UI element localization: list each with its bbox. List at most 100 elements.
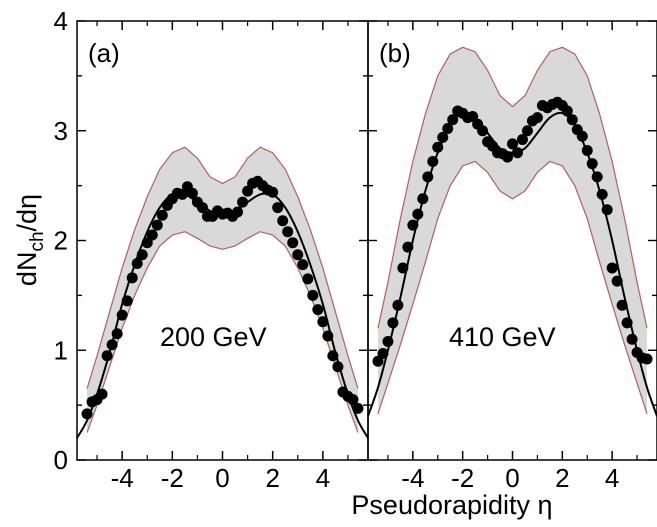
data-point-a: [322, 330, 334, 342]
y-tick-label: 1: [54, 335, 68, 365]
panel-a-label: (a): [88, 38, 120, 68]
data-point-b: [502, 151, 514, 163]
panel-b: (b) 410 GeV: [367, 20, 657, 461]
data-point-b: [432, 141, 444, 153]
data-point-b: [561, 105, 573, 117]
data-point-b: [477, 125, 489, 137]
data-point-b: [516, 134, 528, 146]
y-tick-label: 3: [54, 116, 68, 146]
data-point-a: [116, 309, 128, 321]
data-point-a: [272, 202, 284, 214]
data-point-a: [196, 202, 208, 214]
data-point-b: [387, 317, 399, 329]
data-point-b: [591, 171, 603, 183]
data-point-b: [601, 204, 613, 216]
data-point-a: [267, 186, 279, 198]
data-point-a: [317, 316, 329, 328]
data-point-a: [287, 237, 299, 249]
data-point-a: [312, 304, 324, 316]
data-point-b: [521, 125, 533, 137]
data-point-a: [237, 196, 249, 208]
data-point-a: [297, 259, 309, 271]
data-point-a: [277, 215, 289, 227]
data-point-b: [616, 299, 628, 311]
data-point-b: [412, 208, 424, 220]
data-point-b: [427, 155, 439, 167]
data-point-b: [581, 145, 593, 157]
data-point-b: [382, 335, 394, 347]
x-tick-label: -2: [451, 463, 474, 493]
data-point-b: [626, 333, 638, 345]
data-point-a: [131, 258, 143, 270]
x-tick-label: 4: [605, 463, 619, 493]
data-point-a: [126, 272, 138, 284]
data-point-a: [307, 289, 319, 301]
data-point-a: [302, 273, 314, 285]
data-point-a: [156, 209, 168, 221]
y-tick-label: 2: [54, 226, 68, 256]
band-upper-edge-b: [377, 46, 648, 329]
plot-area-b: [368, 46, 657, 417]
data-point-a: [121, 295, 133, 307]
data-point-a: [146, 229, 158, 241]
x-axis-title: Pseudorapidity η: [351, 490, 552, 520]
data-point-a: [96, 388, 108, 400]
data-point-a: [347, 394, 359, 406]
y-axis-title: dNch/dη: [12, 194, 48, 286]
data-point-a: [106, 339, 118, 351]
panel-a-energy-label: 200 GeV: [160, 322, 267, 352]
x-tick-label: -4: [401, 463, 424, 493]
data-point-b: [611, 275, 623, 287]
data-point-a: [352, 402, 364, 414]
x-tick-label: 2: [555, 463, 569, 493]
y-tick-label: 0: [54, 445, 68, 475]
x-tick-label: 2: [265, 463, 279, 493]
data-point-b: [417, 193, 429, 205]
data-point-b: [641, 353, 653, 365]
y-axis-title-main: dN: [12, 252, 42, 287]
band-upper-edge-a: [86, 146, 359, 389]
panel-b-label: (b): [379, 38, 411, 68]
data-point-b: [621, 317, 633, 329]
data-point-a: [292, 249, 304, 261]
data-point-b: [447, 114, 459, 126]
y-tick-label: 4: [54, 6, 68, 36]
y-axis-title-tail: /dη: [12, 194, 42, 232]
data-point-b: [576, 130, 588, 142]
panel-b-energy-label: 410 GeV: [449, 322, 556, 352]
data-point-b: [507, 138, 518, 150]
data-point-b: [397, 262, 409, 274]
data-point-a: [232, 206, 244, 218]
band-lower-edge-b: [377, 160, 648, 415]
data-point-b: [442, 123, 454, 135]
data-point-b: [566, 114, 578, 126]
data-point-b: [437, 131, 449, 143]
data-point-b: [407, 219, 419, 231]
data-point-b: [586, 158, 598, 170]
data-point-a: [151, 219, 163, 231]
data-point-b: [596, 188, 608, 200]
plot-area-a: [77, 146, 368, 439]
data-point-a: [332, 361, 344, 373]
data-point-a: [136, 249, 148, 261]
data-point-a: [282, 226, 294, 238]
data-point-b: [511, 147, 523, 159]
data-point-a: [111, 328, 123, 340]
x-tick-label: 0: [215, 463, 229, 493]
data-point-a: [327, 350, 339, 362]
data-point-b: [392, 299, 404, 311]
data-point-b: [422, 171, 434, 183]
data-point-b: [402, 241, 414, 253]
x-tick-label: -4: [111, 463, 134, 493]
x-tick-label: 4: [316, 463, 330, 493]
data-point-b: [606, 262, 618, 274]
data-point-b: [377, 348, 389, 360]
data-point-b: [531, 112, 543, 124]
y-axis-title-sub: ch: [27, 231, 48, 251]
y-axis-ticks: 0 1 2 3 4: [54, 6, 657, 475]
uncertainty-band-a: [87, 147, 358, 433]
x-tick-label: 0: [505, 463, 519, 493]
x-tick-label: -2: [161, 463, 184, 493]
uncertainty-band-b: [377, 47, 648, 414]
